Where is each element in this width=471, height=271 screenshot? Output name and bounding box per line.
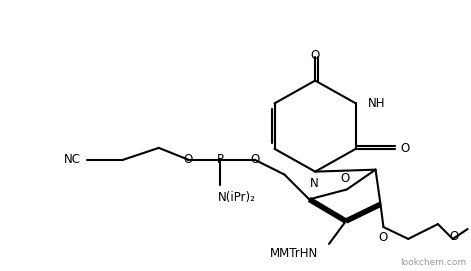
Text: N(iPr)₂: N(iPr)₂	[218, 191, 256, 204]
Text: O: O	[340, 172, 349, 185]
Text: N: N	[310, 177, 318, 190]
Text: NC: NC	[64, 153, 81, 166]
Text: O: O	[449, 230, 458, 243]
Text: lookchem.com: lookchem.com	[400, 258, 467, 267]
Text: O: O	[310, 49, 320, 62]
Text: O: O	[184, 153, 193, 166]
Text: O: O	[379, 231, 388, 244]
Text: O: O	[250, 153, 260, 166]
Text: O: O	[400, 142, 410, 155]
Text: MMTrHN: MMTrHN	[270, 247, 318, 260]
Text: P: P	[217, 153, 224, 166]
Text: NH: NH	[368, 97, 385, 110]
